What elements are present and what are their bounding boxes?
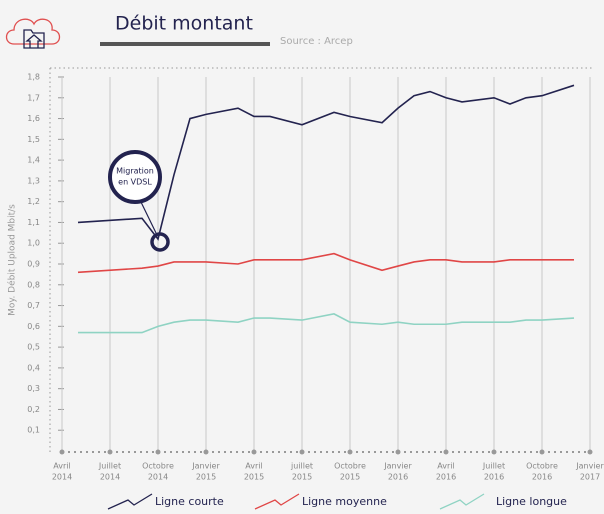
x-tick-label: 2016 bbox=[484, 473, 504, 482]
chart-subtitle: Source : Arcep bbox=[280, 36, 353, 47]
x-tick bbox=[299, 449, 305, 455]
y-tick-label: 0,6 bbox=[27, 322, 40, 331]
y-tick-label: 0,4 bbox=[27, 363, 40, 372]
y-tick-label: 1,8 bbox=[27, 73, 40, 82]
series-line bbox=[77, 84, 575, 241]
series-line bbox=[77, 252, 574, 274]
x-tick-label: 2016 bbox=[532, 473, 552, 482]
x-tick-label: 2016 bbox=[388, 473, 408, 482]
y-tick-label: 1,1 bbox=[27, 218, 40, 227]
x-tick-label: 2015 bbox=[244, 473, 264, 482]
x-tick bbox=[251, 449, 257, 455]
x-tick bbox=[443, 449, 449, 455]
y-tick-label: 1,2 bbox=[27, 197, 40, 206]
x-tick bbox=[491, 449, 497, 455]
x-tick-label: Janvier bbox=[575, 462, 604, 471]
y-tick-label: 1,5 bbox=[27, 135, 40, 144]
y-tick-label: 0,9 bbox=[27, 260, 40, 269]
x-tick-label: juillet bbox=[290, 462, 313, 471]
chart-title: Débit montant bbox=[115, 13, 253, 35]
x-tick-label: 2014 bbox=[148, 473, 168, 482]
x-tick-label: Juillet bbox=[98, 462, 121, 471]
annotation-text: Migration bbox=[116, 167, 154, 176]
x-tick-label: 2015 bbox=[292, 473, 312, 482]
y-tick-label: 1,3 bbox=[27, 176, 40, 185]
legend-label: Ligne longue bbox=[496, 495, 567, 508]
series-line bbox=[78, 313, 575, 334]
x-tick bbox=[539, 449, 545, 455]
y-tick-label: 1,7 bbox=[27, 93, 40, 102]
y-tick-label: 0,8 bbox=[27, 280, 40, 289]
y-tick-label: 1,4 bbox=[27, 156, 40, 165]
y-axis-label: Moy. Débit Upload Mbit/s bbox=[7, 204, 18, 316]
y-tick-label: 0,2 bbox=[27, 405, 40, 414]
logo bbox=[5, 18, 61, 49]
x-tick bbox=[155, 449, 161, 455]
annotation-text: en VDSL bbox=[118, 178, 152, 187]
x-tick-label: 2015 bbox=[196, 473, 216, 482]
y-tick-label: 0,5 bbox=[27, 343, 40, 352]
plot: 0,1 0,2 0,3 0,4 0,5 0,6 0,7 0,8 0,9 1,0 1,1 1,2 1,3 1… bbox=[27, 73, 604, 510]
x-tick bbox=[395, 449, 401, 455]
annotation: Migration en VDSL bbox=[108, 150, 170, 252]
x-tick-label: Octobre bbox=[334, 462, 366, 471]
x-tick bbox=[203, 449, 209, 455]
x-tick-label: Avril bbox=[245, 462, 262, 471]
legend-icon bbox=[107, 493, 153, 510]
x-tick bbox=[59, 449, 65, 455]
x-tick bbox=[107, 449, 113, 455]
y-tick-label: 1,6 bbox=[27, 114, 40, 123]
title-underline bbox=[100, 42, 270, 46]
legend-icon bbox=[439, 493, 485, 510]
x-tick-label: 2014 bbox=[100, 473, 120, 482]
x-tick-label: 2017 bbox=[580, 473, 600, 482]
legend-label: Ligne courte bbox=[155, 495, 224, 508]
x-tick-label: Octobre bbox=[142, 462, 174, 471]
x-tick bbox=[347, 449, 353, 455]
x-tick-label: Avril bbox=[53, 462, 70, 471]
x-tick-label: 2015 bbox=[340, 473, 360, 482]
y-tick-label: 0,1 bbox=[27, 426, 40, 435]
x-tick-label: 2016 bbox=[436, 473, 456, 482]
x-tick-label: Avril bbox=[437, 462, 454, 471]
legend-icon bbox=[254, 493, 300, 510]
y-tick-label: 1,0 bbox=[27, 239, 40, 248]
x-tick-label: Janvier bbox=[383, 462, 412, 471]
y-tick-label: 0,3 bbox=[27, 384, 40, 393]
legend-label: Ligne moyenne bbox=[302, 495, 387, 508]
x-tick-label: Janvier bbox=[191, 462, 220, 471]
x-tick-label: Juillet bbox=[482, 462, 505, 471]
x-tick-label: Octobre bbox=[526, 462, 558, 471]
x-tick bbox=[587, 449, 593, 455]
y-tick-label: 0,7 bbox=[27, 301, 40, 310]
x-tick-label: 2014 bbox=[52, 473, 72, 482]
